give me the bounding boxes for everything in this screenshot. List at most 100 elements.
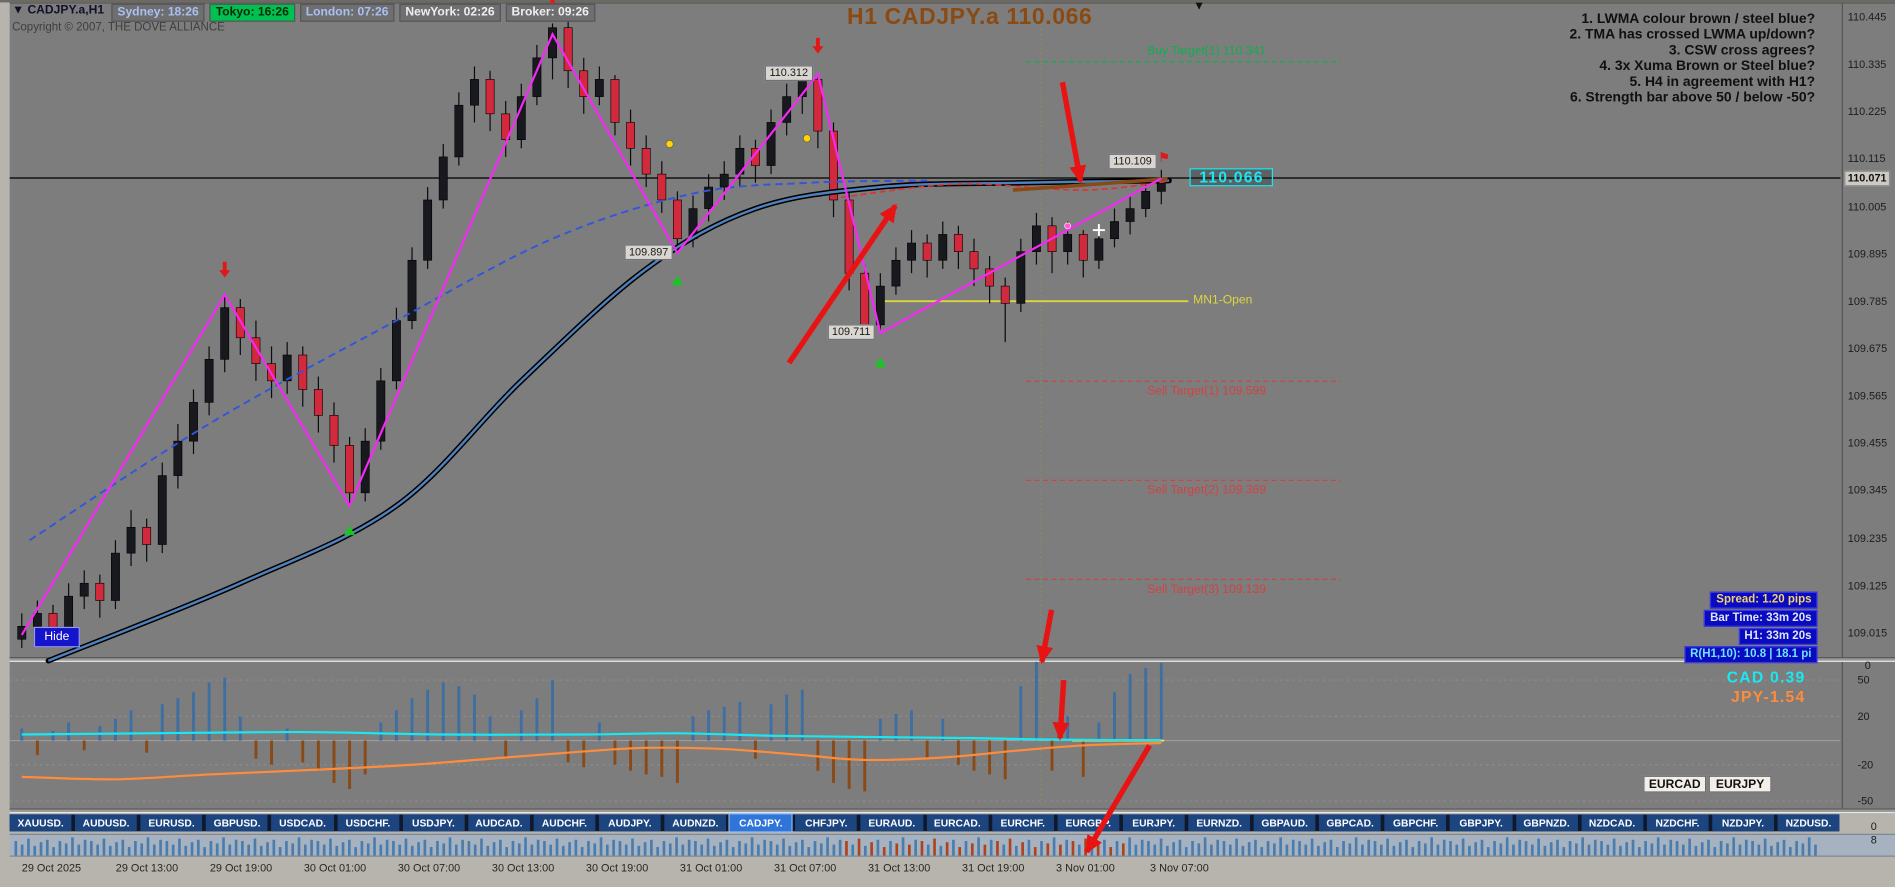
info-box: R(H1,10): 10.8 | 18.1 pi	[1684, 646, 1818, 664]
window-top-edge	[0, 0, 1895, 3]
swing-price-label: 109.711	[827, 324, 876, 341]
strip-scale-label: 8	[1870, 833, 1877, 846]
strip-bars	[14, 837, 1817, 856]
ticker-pair-NZDJPY[interactable]: NZDJPY.	[1712, 814, 1774, 832]
ticker-pair-GBPCHF[interactable]: GBPCHF.	[1384, 814, 1447, 832]
ticker-pair-USDCAD[interactable]: USDCAD.	[271, 814, 334, 832]
panel-separator[interactable]	[9, 808, 1895, 814]
jpy-strength-value: JPY-1.54	[1731, 687, 1806, 706]
ticker-pair-AUDCAD[interactable]: AUDCAD.	[468, 814, 530, 832]
moving-averages	[29, 177, 1172, 664]
strip-scale-label: 0	[1870, 820, 1877, 833]
price-axis-label: 109.675	[1847, 342, 1888, 355]
indicator-panel[interactable]	[9, 661, 1895, 809]
price-axis-label: 109.345	[1847, 484, 1888, 497]
session-clocks: Sydney: 18:26 Tokyo: 16:26 London: 07:26 Ne…	[111, 3, 595, 22]
ticker-pair-AUDNZD[interactable]: AUDNZD.	[664, 814, 727, 832]
time-axis-label: 30 Oct 01:00	[303, 861, 367, 874]
checklist-item: 3. CSW cross agrees?	[1668, 43, 1816, 59]
checklist-item: 5. H4 in agreement with H1?	[1629, 75, 1816, 90]
ticker-pair-NZDUSD[interactable]: NZDUSD.	[1777, 814, 1840, 832]
ticker-pair-AUDCHF[interactable]: AUDCHF.	[533, 814, 596, 832]
checklist-item: 1. LWMA colour brown / steel blue?	[1581, 12, 1816, 27]
panel-separator[interactable]	[9, 657, 1895, 662]
symbol-tab[interactable]: ▼ CADJPY.a,H1	[12, 3, 105, 17]
buy-fractal-arrow-icon	[344, 525, 356, 536]
ticker-pair-EURNZD[interactable]: EURNZD.	[1188, 814, 1251, 832]
indicator-scale-label: -50	[1857, 795, 1874, 808]
price-axis-label: 110.445	[1847, 10, 1887, 23]
ticker-pair-EURCAD[interactable]: EURCAD.	[926, 814, 989, 832]
ticker-pair-GBPJPY[interactable]: GBPJPY.	[1450, 814, 1513, 832]
eurjpy-button[interactable]: EURJPY	[1708, 775, 1772, 793]
time-axis-label: 30 Oct 19:00	[585, 861, 649, 874]
ticker-pair-NZDCAD[interactable]: NZDCAD.	[1581, 814, 1643, 832]
ticker-pair-CADJPY[interactable]: CADJPY.	[728, 813, 793, 833]
ticker-pair-EURAUD[interactable]: EURAUD.	[860, 814, 923, 832]
cad-strength-value: CAD 0.39	[1726, 667, 1806, 687]
swing-price-label: 109.897	[624, 244, 674, 261]
hide-button[interactable]: Hide	[33, 626, 80, 648]
price-axis-label: 109.235	[1847, 531, 1888, 545]
chart-shift-icon[interactable]: ▼	[1193, 0, 1206, 14]
time-axis-label: 29 Oct 13:00	[115, 861, 179, 874]
time-axis-label: 30 Oct 13:00	[491, 861, 555, 874]
swing-price-label: 110.312	[764, 65, 813, 82]
chart-title: H1 CADJPY.a 110.066	[847, 4, 1093, 31]
candles	[17, 19, 1166, 648]
price-axis-divider	[1841, 2, 1843, 809]
ticker-pair-AUDUSD[interactable]: AUDUSD.	[75, 814, 138, 832]
alert-price-label[interactable]: 110.109	[1108, 153, 1157, 169]
time-axis-label: 31 Oct 07:00	[773, 861, 837, 874]
level-lines	[9, 61, 1841, 580]
ticker-pair-AUDJPY[interactable]: AUDJPY.	[598, 814, 661, 832]
ticker-pair-EURCHF[interactable]: EURCHF.	[991, 814, 1054, 832]
price-axis-label: 109.895	[1847, 247, 1888, 260]
ticker-pair-GBPUSD[interactable]: GBPUSD.	[206, 814, 268, 832]
pink-dot-icon	[1064, 222, 1071, 230]
ticker-pair-EURJPY[interactable]: EURJPY.	[1122, 814, 1185, 832]
strength-indicator	[9, 661, 1841, 802]
sell-fractal-arrow-icon	[219, 261, 231, 278]
ticker-pair-EURGBP[interactable]: EURGBP.	[1057, 814, 1120, 832]
ticker-pair-CHFJPY[interactable]: CHFJPY.	[795, 814, 858, 832]
alert-flag-icon[interactable]: ⚑	[1158, 150, 1170, 166]
checklist-item: 4. 3x Xuma Brown or Steel blue?	[1599, 59, 1816, 74]
indicator-scale-label: 20	[1857, 710, 1870, 723]
zigzag-line	[20, 31, 1162, 636]
ticker-pair-GBPAUD[interactable]: GBPAUD.	[1253, 814, 1316, 832]
price-axis-label: 109.565	[1847, 389, 1888, 402]
session-broker: Broker: 09:26	[505, 3, 595, 22]
buy-fractal-arrow-icon	[874, 357, 886, 368]
eurcad-button[interactable]: EURCAD	[1643, 775, 1707, 793]
current-price-callout: 110.066	[1189, 168, 1274, 187]
ticker-pair-XAUUSD[interactable]: XAUUSD.	[9, 814, 72, 832]
time-axis-label: 31 Oct 01:00	[679, 861, 743, 874]
price-axis-label: 109.455	[1847, 437, 1888, 450]
ticker-pair-USDJPY[interactable]: USDJPY.	[402, 814, 465, 832]
cad-strength-line	[21, 730, 1162, 742]
sell-target-label: Sell Target(1) 109.599	[1147, 384, 1267, 399]
ticker-pair-NZDCHF[interactable]: NZDCHF.	[1646, 814, 1709, 832]
info-box: Bar Time: 33m 20s	[1704, 609, 1818, 627]
ticker-pair-USDCHF[interactable]: USDCHF.	[337, 814, 399, 832]
spread-info-panel: Spread: 1.20 pips Bar Time: 33m 20s H1: 33…	[1684, 591, 1818, 664]
buy-target-label: Buy Target(1) 110.341	[1147, 44, 1266, 59]
time-axis-label: 30 Oct 07:00	[397, 861, 461, 874]
time-axis-label: 31 Oct 19:00	[962, 861, 1025, 874]
sell-target-label: Sell Target(3) 109.139	[1147, 583, 1267, 597]
time-axis-label: 31 Oct 13:00	[867, 861, 931, 874]
session-sydney: Sydney: 18:26	[111, 3, 205, 22]
price-axis-label: 110.005	[1847, 200, 1887, 213]
ticker-pair-GBPNZD[interactable]: GBPNZD.	[1515, 814, 1578, 832]
time-axis-label: 3 Nov 07:00	[1150, 861, 1209, 874]
yellow-dot-icon	[803, 134, 811, 143]
indicator-scale-label: 50	[1857, 674, 1870, 687]
ticker-pair-EURUSD[interactable]: EURUSD.	[140, 814, 203, 832]
checklist-item: 6. Strength bar above 50 / below -50?	[1569, 90, 1816, 106]
info-box: H1: 33m 20s	[1738, 628, 1818, 645]
ticker-pair-GBPCAD[interactable]: GBPCAD.	[1319, 814, 1382, 832]
